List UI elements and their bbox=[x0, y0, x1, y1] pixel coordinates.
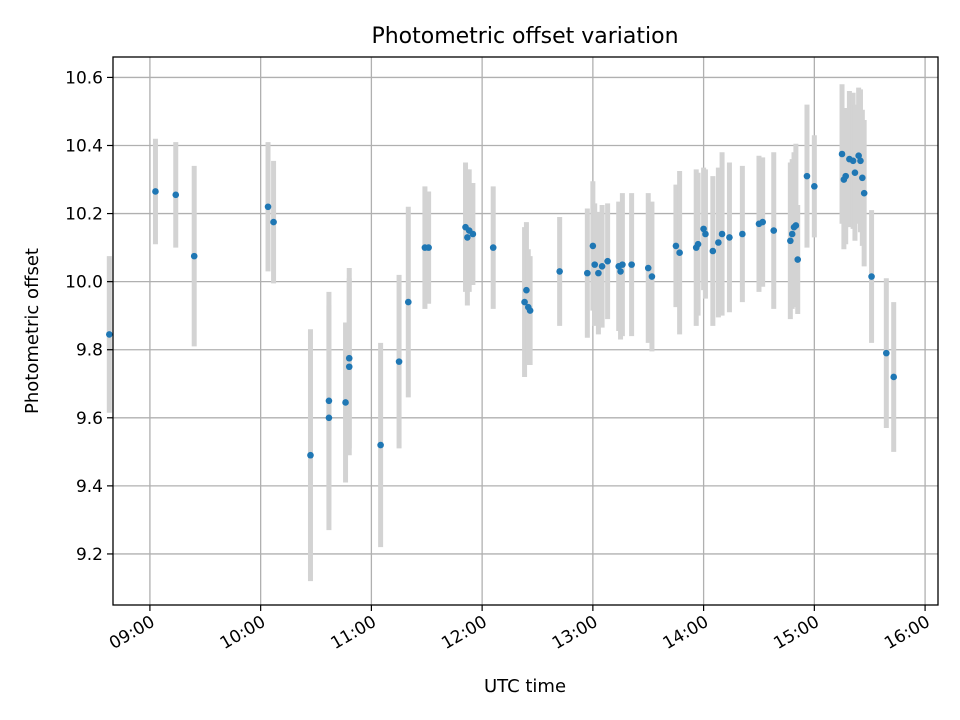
y-tick-label: 10.6 bbox=[65, 68, 103, 88]
chart-title: Photometric offset variation bbox=[371, 24, 678, 49]
data-point bbox=[425, 244, 432, 251]
data-point bbox=[598, 263, 606, 270]
data-point bbox=[739, 230, 746, 238]
data-point bbox=[152, 188, 159, 195]
y-tick-label: 9.8 bbox=[76, 341, 103, 361]
data-point bbox=[190, 252, 198, 260]
data-point bbox=[270, 218, 277, 226]
data-point bbox=[857, 157, 864, 165]
data-point bbox=[883, 349, 890, 357]
data-point bbox=[464, 234, 471, 241]
data-point bbox=[868, 273, 875, 280]
data-point bbox=[619, 261, 626, 268]
data-point bbox=[591, 261, 599, 268]
y-tick-label: 10.2 bbox=[65, 205, 103, 225]
data-point bbox=[307, 451, 314, 459]
data-point bbox=[851, 169, 859, 177]
y-tick-label: 9.4 bbox=[76, 477, 103, 497]
data-point bbox=[628, 261, 635, 268]
data-point bbox=[172, 191, 180, 199]
data-point bbox=[617, 268, 624, 275]
data-point bbox=[794, 256, 802, 263]
data-point bbox=[644, 264, 652, 272]
y-tick-label: 9.6 bbox=[76, 409, 103, 429]
y-axis-label: Photometric offset bbox=[22, 248, 43, 414]
data-point bbox=[838, 150, 846, 158]
data-point bbox=[604, 257, 611, 265]
data-point bbox=[523, 286, 530, 294]
data-point bbox=[715, 239, 722, 246]
data-point bbox=[469, 230, 477, 238]
data-point bbox=[325, 397, 333, 405]
data-point bbox=[759, 218, 766, 226]
data-point bbox=[521, 298, 528, 306]
grid bbox=[113, 57, 938, 605]
x-axis-label: UTC time bbox=[484, 676, 566, 697]
data-point bbox=[842, 172, 850, 180]
data-point bbox=[345, 354, 353, 362]
data-point bbox=[700, 225, 707, 233]
data-point bbox=[890, 373, 898, 381]
data-point bbox=[377, 441, 384, 449]
data-point bbox=[709, 247, 717, 255]
data-point bbox=[526, 307, 534, 314]
data-point bbox=[595, 269, 602, 277]
plot-area-frame bbox=[112, 56, 939, 606]
data-point bbox=[345, 363, 353, 371]
data-point bbox=[859, 174, 866, 182]
y-tick-label: 9.2 bbox=[76, 545, 103, 565]
data-point bbox=[860, 189, 868, 197]
data-point bbox=[264, 203, 272, 211]
data-point bbox=[694, 240, 702, 248]
data-point bbox=[726, 234, 733, 241]
data-points bbox=[106, 150, 898, 459]
data-point bbox=[489, 244, 497, 251]
data-point bbox=[770, 227, 778, 234]
data-point bbox=[855, 152, 862, 160]
data-point bbox=[648, 273, 656, 280]
data-point bbox=[787, 237, 794, 245]
data-point bbox=[589, 242, 597, 250]
data-point bbox=[718, 230, 726, 238]
data-point bbox=[405, 298, 412, 306]
y-tick-label: 10.0 bbox=[65, 273, 103, 293]
data-point bbox=[676, 249, 683, 257]
data-point bbox=[395, 358, 403, 365]
data-point bbox=[702, 230, 709, 238]
data-point bbox=[803, 172, 811, 180]
data-point bbox=[792, 222, 800, 229]
data-point bbox=[849, 157, 857, 165]
data-point bbox=[342, 399, 349, 406]
data-point bbox=[672, 242, 680, 250]
data-point bbox=[556, 268, 563, 275]
data-point bbox=[788, 230, 796, 238]
y-tick-label: 10.4 bbox=[65, 136, 103, 156]
data-point bbox=[106, 331, 113, 338]
data-point bbox=[325, 414, 333, 422]
data-point bbox=[584, 269, 591, 277]
data-point bbox=[811, 183, 818, 190]
